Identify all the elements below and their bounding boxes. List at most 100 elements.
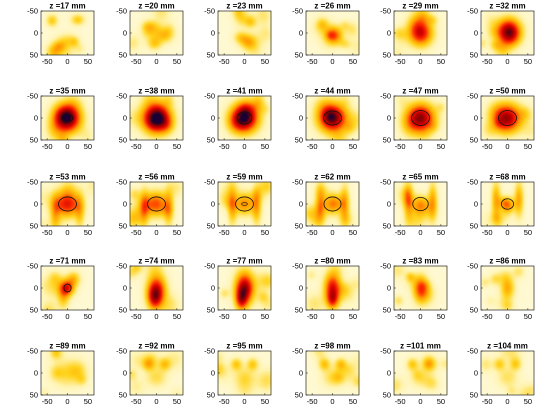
x-tick-label: 0 bbox=[65, 397, 69, 406]
heatmap-image bbox=[394, 182, 447, 226]
y-tick-label: 0 bbox=[474, 29, 478, 38]
y-tick-label: -50 bbox=[292, 92, 303, 101]
heatmap-panel: z =20 mm -50 0 50 -50 0 50 bbox=[116, 2, 184, 66]
y-tick-label: -50 bbox=[27, 92, 38, 101]
panel-title: z =56 mm bbox=[138, 173, 174, 182]
x-tick-label: 50 bbox=[524, 312, 532, 321]
heatmap-panel: z =65 mm -50 0 50 -50 0 50 bbox=[380, 173, 448, 237]
x-tick-label: 50 bbox=[261, 397, 269, 406]
y-tick-label: 0 bbox=[211, 200, 215, 209]
x-tick-label: -50 bbox=[219, 312, 230, 321]
heatmap-panel: z =23 mm -50 0 50 -50 0 50 bbox=[204, 2, 272, 66]
heatmap-image bbox=[41, 182, 94, 226]
panel-title: z =104 mm bbox=[487, 342, 528, 351]
panel-title: z =62 mm bbox=[314, 173, 350, 182]
x-tick-label: 0 bbox=[242, 57, 246, 66]
y-tick-label: -50 bbox=[204, 262, 215, 271]
heatmap-panel: z =29 mm -50 0 50 -50 0 50 bbox=[380, 2, 448, 66]
x-tick-label: -50 bbox=[219, 397, 230, 406]
x-tick-label: 0 bbox=[242, 228, 246, 237]
heatmap-image bbox=[306, 266, 359, 310]
heatmap-image bbox=[218, 96, 271, 140]
x-tick-label: 0 bbox=[330, 57, 334, 66]
panel-title: z =86 mm bbox=[489, 257, 525, 266]
x-tick-label: 50 bbox=[524, 397, 532, 406]
heatmap-image bbox=[218, 351, 271, 395]
x-tick-label: 50 bbox=[261, 312, 269, 321]
heatmap-panel: z =44 mm -50 0 50 -50 0 50 bbox=[292, 87, 360, 151]
panel-title: z =53 mm bbox=[49, 173, 85, 182]
panel-title: z =35 mm bbox=[49, 87, 85, 96]
y-tick-label: -50 bbox=[204, 7, 215, 16]
y-tick-label: 50 bbox=[383, 136, 391, 145]
x-tick-label: -50 bbox=[482, 397, 493, 406]
y-tick-label: 50 bbox=[470, 222, 478, 231]
panel-title: z =23 mm bbox=[226, 2, 262, 11]
y-tick-label: 50 bbox=[383, 222, 391, 231]
heatmap-panel: z =62 mm -50 0 50 -50 0 50 bbox=[292, 173, 360, 237]
y-tick-label: -50 bbox=[116, 347, 127, 356]
x-tick-label: -50 bbox=[42, 397, 53, 406]
panel-title: z =101 mm bbox=[400, 342, 441, 351]
x-tick-label: 0 bbox=[505, 397, 509, 406]
y-tick-label: 50 bbox=[30, 51, 38, 60]
x-tick-label: -50 bbox=[42, 312, 53, 321]
x-tick-label: -50 bbox=[307, 142, 318, 151]
x-tick-label: -50 bbox=[307, 57, 318, 66]
x-tick-label: -50 bbox=[307, 397, 318, 406]
x-tick-label: -50 bbox=[131, 228, 142, 237]
y-tick-label: 50 bbox=[295, 306, 303, 315]
x-tick-label: 50 bbox=[261, 57, 269, 66]
x-tick-label: 50 bbox=[437, 312, 445, 321]
y-tick-label: 0 bbox=[387, 200, 391, 209]
y-tick-label: -50 bbox=[204, 347, 215, 356]
heatmap-image bbox=[41, 96, 94, 140]
x-tick-label: 50 bbox=[437, 142, 445, 151]
heatmap-panel: z =77 mm -50 0 50 -50 0 50 bbox=[204, 257, 272, 321]
tumor-outline bbox=[411, 110, 430, 126]
heatmap-panel: z =53 mm -50 0 50 -50 0 50 bbox=[27, 173, 95, 237]
x-tick-label: 50 bbox=[349, 57, 357, 66]
y-tick-label: 0 bbox=[299, 284, 303, 293]
x-tick-label: 0 bbox=[418, 57, 422, 66]
heatmap-image bbox=[306, 11, 359, 55]
tumor-outline bbox=[498, 110, 517, 126]
panel-title: z =92 mm bbox=[138, 342, 174, 351]
heatmap-image bbox=[41, 266, 94, 310]
panel-title: z =77 mm bbox=[226, 257, 262, 266]
y-tick-label: 50 bbox=[470, 51, 478, 60]
heatmap-image bbox=[218, 266, 271, 310]
x-tick-label: 50 bbox=[173, 57, 181, 66]
y-tick-label: 0 bbox=[387, 369, 391, 378]
panel-title: z =68 mm bbox=[489, 173, 525, 182]
x-tick-label: -50 bbox=[131, 397, 142, 406]
heatmap-image bbox=[394, 96, 447, 140]
y-tick-label: 0 bbox=[299, 369, 303, 378]
x-tick-label: -50 bbox=[482, 228, 493, 237]
x-tick-label: -50 bbox=[395, 142, 406, 151]
x-tick-label: 0 bbox=[330, 228, 334, 237]
y-tick-label: 50 bbox=[119, 51, 127, 60]
tumor-outline bbox=[323, 196, 342, 212]
x-tick-label: 50 bbox=[84, 397, 92, 406]
heatmap-image bbox=[130, 11, 183, 55]
x-tick-label: 50 bbox=[524, 228, 532, 237]
y-tick-label: 0 bbox=[123, 114, 127, 123]
tumor-outline bbox=[236, 111, 253, 125]
heatmap-image bbox=[306, 96, 359, 140]
x-tick-label: -50 bbox=[307, 312, 318, 321]
y-tick-label: -50 bbox=[116, 7, 127, 16]
y-tick-label: -50 bbox=[292, 347, 303, 356]
y-tick-label: -50 bbox=[116, 262, 127, 271]
y-tick-label: 50 bbox=[383, 306, 391, 315]
y-tick-label: 0 bbox=[387, 29, 391, 38]
panel-title: z =71 mm bbox=[49, 257, 85, 266]
x-tick-label: 0 bbox=[154, 312, 158, 321]
y-tick-label: 0 bbox=[123, 284, 127, 293]
x-tick-label: 50 bbox=[437, 57, 445, 66]
x-tick-label: 0 bbox=[505, 142, 509, 151]
y-tick-label: 0 bbox=[387, 114, 391, 123]
heatmap-panel: z =50 mm -50 0 50 -50 0 50 bbox=[467, 87, 535, 151]
x-tick-label: -50 bbox=[395, 57, 406, 66]
tumor-outline bbox=[58, 196, 77, 212]
